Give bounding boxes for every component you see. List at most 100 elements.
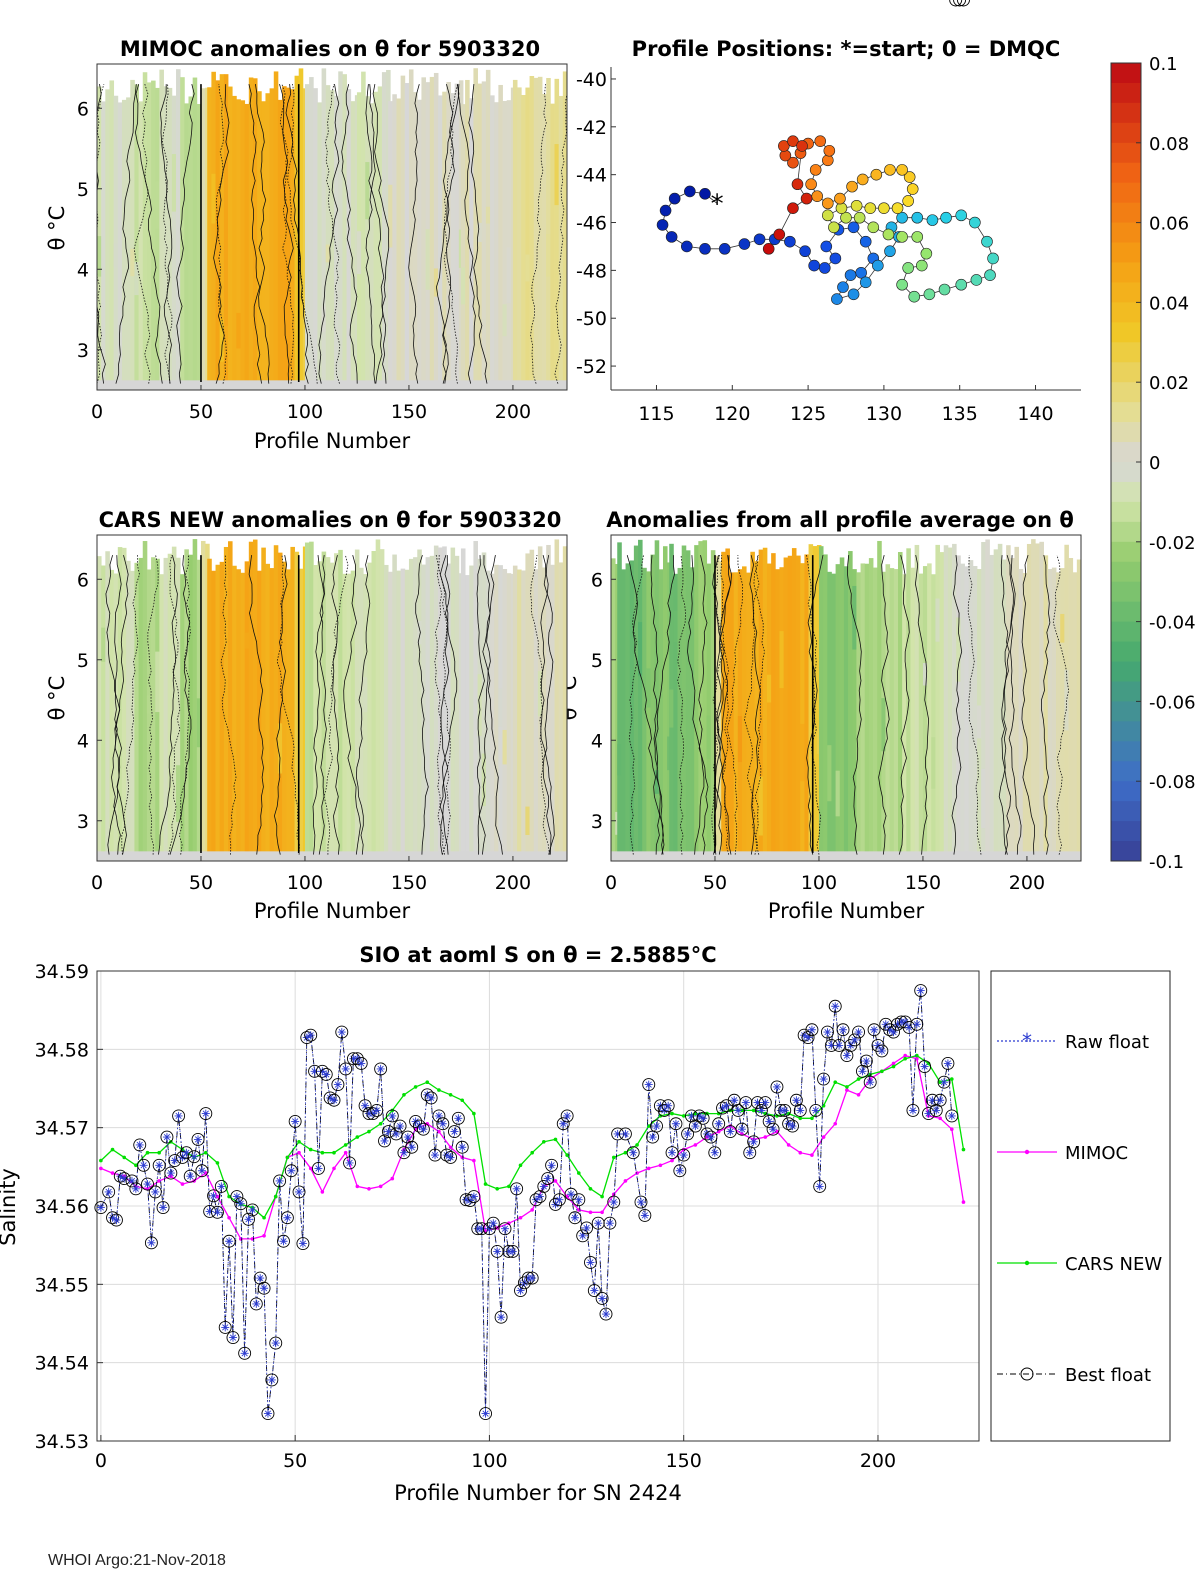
mimoc-anomaly-patch <box>155 181 160 229</box>
cars-anomaly-column <box>363 574 368 855</box>
best-float-point <box>463 1194 477 1207</box>
cars-anomaly-column <box>408 558 414 855</box>
raw-float-point <box>376 1064 385 1073</box>
mimoc-contour-line <box>530 84 547 384</box>
best-float-point <box>249 1297 263 1311</box>
cars-anomaly-column <box>192 539 198 855</box>
best-float-point <box>187 1150 201 1164</box>
mimoc-point <box>635 1171 639 1175</box>
best-float-point <box>910 1017 924 1031</box>
cars-anomaly-column <box>450 547 456 855</box>
mimoc-point <box>227 1215 231 1220</box>
avg-anomaly-column <box>1026 543 1032 855</box>
best-float-point <box>370 1103 384 1117</box>
legend-raw-marker: * <box>1022 1029 1032 1053</box>
best-float-point <box>918 1060 932 1074</box>
best-float-point <box>327 1093 341 1107</box>
best-float-point <box>618 1127 632 1141</box>
profile-position-point <box>864 202 877 214</box>
colorbar-segment <box>1111 122 1141 144</box>
profile-position-point <box>668 192 681 205</box>
mimoc-point <box>891 1061 896 1066</box>
cars-anomaly-column <box>282 561 287 855</box>
cars-anomaly-column <box>121 547 127 855</box>
cars-point <box>681 1114 686 1118</box>
raw-float-point <box>629 1148 638 1157</box>
raw-float-point <box>811 1106 820 1115</box>
mimoc-anomaly-patch <box>365 162 370 220</box>
avg-anomaly-column <box>902 574 907 855</box>
best-float-point <box>230 1190 244 1204</box>
mimoc-anomaly-patch <box>236 312 241 349</box>
avg-anomaly-column <box>1018 568 1024 855</box>
avg-anomaly-column <box>839 557 845 855</box>
avg-anomaly-patch <box>1060 613 1065 643</box>
positions-ytick-label: -42 <box>576 117 607 139</box>
best-float-point <box>315 1064 329 1078</box>
profile-position-point <box>834 192 846 205</box>
avg-anomaly-column <box>1006 545 1011 855</box>
cars-anomaly-patch <box>477 674 483 736</box>
profile-position-point <box>787 202 799 214</box>
mimoc-point <box>961 1200 966 1204</box>
colorbar: 0.1 0.08 0.06 0.04 0.02 0 -0.02 -0.04 -0.06 -0.08… <box>1110 54 1196 873</box>
best-float-point <box>867 1023 881 1037</box>
avg-contour-line <box>655 555 675 855</box>
cars-anomaly-column <box>188 554 194 855</box>
best-float-point <box>549 1197 562 1211</box>
cars-anomaly-column <box>446 563 451 855</box>
best-float-point <box>801 1031 815 1045</box>
profile-position-point <box>844 269 857 281</box>
best-float-point <box>257 1281 271 1295</box>
best-float-point <box>595 1291 609 1305</box>
profile-position-point <box>911 231 924 243</box>
raw-float-point <box>384 1127 393 1136</box>
legend-item-best: Best float <box>997 1365 1151 1386</box>
cars-anomaly-column <box>219 561 225 855</box>
raw-float-point <box>116 1172 125 1181</box>
profile-position-point <box>822 209 834 222</box>
best-float-point <box>152 1158 166 1172</box>
mimoc-anomaly-column <box>321 68 327 384</box>
raw-float-point <box>598 1294 607 1303</box>
avg-anomaly-column <box>952 543 957 855</box>
cars-xtick-label: 150 <box>391 872 427 894</box>
avg-anomaly-column <box>698 541 703 855</box>
mimoc-anomaly-column <box>421 77 426 384</box>
mimoc-point <box>658 1163 663 1168</box>
avg-contour-line <box>1021 554 1035 855</box>
mimoc-anomaly-column <box>248 77 254 384</box>
raw-float-point <box>784 1119 793 1128</box>
avg-anomaly-column <box>783 557 789 855</box>
raw-float-point <box>908 1106 917 1115</box>
avg-anomaly-patch <box>758 776 764 836</box>
mimoc-anomaly-column <box>521 94 526 384</box>
cars-anomaly-column <box>490 573 495 855</box>
mimoc-anomaly-column <box>396 98 402 384</box>
mimoc-anomaly-column <box>334 95 339 384</box>
cars-anomaly-column <box>442 546 447 855</box>
cars-point <box>297 1139 301 1144</box>
avg-anomaly-column <box>625 563 631 855</box>
mimoc-point <box>437 1129 441 1134</box>
cars-anomaly-patch <box>277 723 283 774</box>
colorbar-segment <box>1111 661 1141 682</box>
mimoc-anomaly-column <box>485 69 491 384</box>
colorbar-tick-label: 0.06 <box>1149 214 1189 235</box>
mimoc-point <box>950 1127 954 1132</box>
avg-anomaly-column <box>685 550 691 855</box>
profile-position-point <box>882 228 895 241</box>
cars-point <box>950 1077 954 1081</box>
legend-item-raw: * Raw float <box>997 1029 1149 1053</box>
mimoc-anomaly-column <box>192 77 198 384</box>
avg-anomaly-patch <box>638 622 643 676</box>
avg-anomaly-column <box>677 567 683 855</box>
mimoc-anomaly-column <box>277 99 283 384</box>
mimoc-anomaly-column <box>180 77 185 384</box>
best-float-point <box>587 1284 601 1298</box>
mimoc-contour-line <box>318 84 340 384</box>
salinity-xtick-label: 150 <box>666 1450 702 1472</box>
mimoc-anomaly-column <box>196 103 202 384</box>
mimoc-point <box>99 1166 103 1171</box>
mimoc-xtick-label: 0 <box>91 401 103 423</box>
